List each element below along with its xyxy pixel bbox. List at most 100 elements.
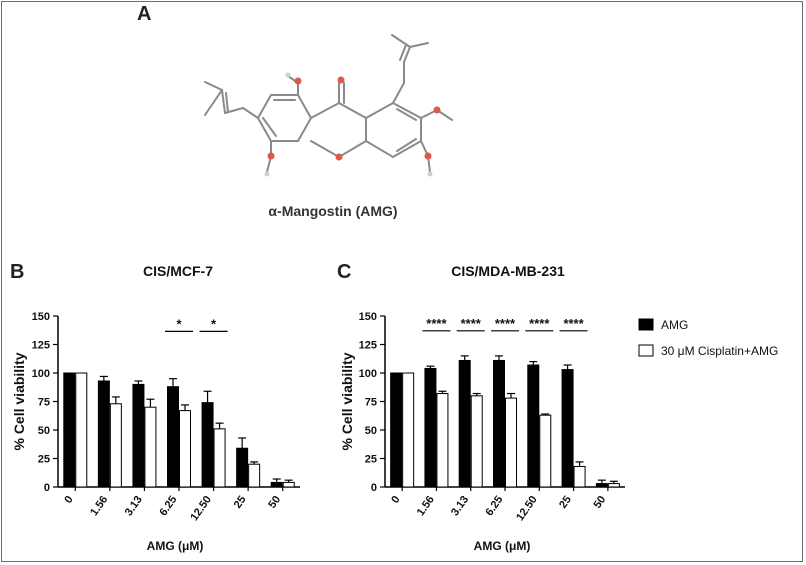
y-tick-label: 50 xyxy=(38,425,50,437)
prenyl-right-bond xyxy=(392,82,405,104)
bar-cisplatin-amg xyxy=(282,481,295,488)
y-axis-label: % Cell viability xyxy=(11,352,27,450)
oxygen-atom xyxy=(337,76,345,84)
significance-label: **** xyxy=(495,316,516,331)
x-axis-label: AMG (μM) xyxy=(147,539,204,553)
significance-label: **** xyxy=(461,316,482,331)
bar-cisplatin-amg xyxy=(470,395,483,488)
y-tick-label: 100 xyxy=(32,368,50,380)
significance-label: * xyxy=(211,316,217,331)
bar-amg xyxy=(97,380,110,488)
x-tick-label: 50 xyxy=(266,494,283,511)
bar-amg xyxy=(390,372,403,488)
bar-amg xyxy=(201,402,214,488)
bar-amg xyxy=(132,383,145,488)
x-tick-label: 3.13 xyxy=(449,494,471,518)
legend-label-cisplatin-amg: 30 μM Cisplatin+AMG xyxy=(661,344,778,358)
bar-amg xyxy=(167,386,179,488)
y-tick-label: 25 xyxy=(365,454,377,466)
central-ring xyxy=(310,101,367,159)
x-tick-label: 3.13 xyxy=(123,494,145,518)
bar-amg xyxy=(270,481,283,488)
legend-label-amg: AMG xyxy=(661,318,688,332)
bar-cisplatin-amg xyxy=(539,414,552,488)
right-ring-double-bond xyxy=(396,108,417,121)
alpha-mangostin-structure xyxy=(204,34,453,173)
chart-panel-1: CIS/MCF-7 0 25 50 75 100 125 150 % Cell viabilit… xyxy=(11,263,300,553)
significance-label: * xyxy=(176,316,182,331)
oxygen-atom xyxy=(294,77,302,85)
chart-title: CIS/MDA-MB-231 xyxy=(451,263,565,279)
bar-amg xyxy=(595,483,608,488)
bar-cisplatin-amg xyxy=(213,428,226,488)
prenyl-right-bond xyxy=(403,46,411,63)
molecule-caption: α-Mangostin (AMG) xyxy=(268,203,397,219)
panel-letter-c: C xyxy=(337,261,351,283)
y-tick-label: 125 xyxy=(359,340,377,352)
bar-cisplatin-amg xyxy=(179,410,191,488)
y-tick-label: 150 xyxy=(32,311,50,323)
y-tick-label: 100 xyxy=(359,368,377,380)
prenyl-right-double xyxy=(399,44,407,61)
panel-letter-a: A xyxy=(137,3,151,25)
significance-label: **** xyxy=(426,316,447,331)
y-tick-label: 0 xyxy=(44,482,50,494)
y-axis-label: % Cell viability xyxy=(339,352,355,450)
bar-cisplatin-amg xyxy=(144,406,157,488)
x-tick-label: 50 xyxy=(591,494,608,511)
oxygen-atom xyxy=(433,106,441,114)
x-tick-label: 0 xyxy=(389,494,402,506)
bar-amg xyxy=(561,369,574,488)
prenyl-left-bond xyxy=(221,89,226,114)
left-ring xyxy=(256,94,313,142)
y-tick-label: 50 xyxy=(365,425,377,437)
legend-swatch-cisplatin-amg xyxy=(638,344,654,357)
x-tick-label: 0 xyxy=(62,494,75,506)
bar-cisplatin-amg xyxy=(248,463,261,488)
y-tick-label: 125 xyxy=(32,340,50,352)
left-ring-double-bond xyxy=(262,117,277,137)
prenyl-left-double xyxy=(225,92,229,113)
significance-label: **** xyxy=(563,316,584,331)
charts-layer: CIS/MCF-7 0 25 50 75 100 125 150 % Cell viabilit… xyxy=(11,263,625,553)
bar-cisplatin-amg xyxy=(607,483,620,488)
bar-amg xyxy=(458,359,471,488)
prenyl-left-bond xyxy=(204,81,223,91)
bar-amg xyxy=(63,372,76,488)
bar-amg xyxy=(236,447,249,488)
y-tick-label: 25 xyxy=(38,454,50,466)
x-tick-label: 12.50 xyxy=(514,494,540,523)
bar-cisplatin-amg xyxy=(573,465,586,488)
bar-cisplatin-amg xyxy=(109,403,122,488)
hydrogen-atom xyxy=(264,171,270,177)
chart-title: CIS/MCF-7 xyxy=(143,263,213,279)
x-tick-label: 1.56 xyxy=(415,494,437,518)
hydrogen-atom xyxy=(285,72,291,78)
bar-cisplatin-amg xyxy=(505,397,517,488)
prenyl-left-bond xyxy=(204,89,223,116)
y-tick-label: 150 xyxy=(359,311,377,323)
right-ring-double-bond xyxy=(396,138,417,152)
x-tick-label: 1.56 xyxy=(88,494,110,518)
significance-label: **** xyxy=(529,316,550,331)
bar-amg xyxy=(527,364,540,488)
prenyl-left-bond xyxy=(242,107,259,119)
hydrogen-atom xyxy=(427,171,433,177)
oxygen-atom xyxy=(424,152,432,160)
x-tick-label: 25 xyxy=(557,494,574,511)
bar-amg xyxy=(424,367,437,488)
y-tick-label: 0 xyxy=(371,482,377,494)
legend: AMG 30 μM Cisplatin+AMG xyxy=(638,318,778,358)
y-tick-label: 75 xyxy=(365,397,377,409)
prenyl-right-bond xyxy=(409,42,429,48)
oxygen-atom xyxy=(267,152,275,160)
panel-letter-b: B xyxy=(10,261,24,283)
hydrogen-atoms xyxy=(264,72,433,177)
prenyl-right-bond xyxy=(391,34,411,48)
x-tick-label: 6.25 xyxy=(483,494,505,518)
x-tick-label: 25 xyxy=(232,494,249,511)
oxygen-atom xyxy=(335,153,343,161)
x-axis-label: AMG (μM) xyxy=(474,539,531,553)
